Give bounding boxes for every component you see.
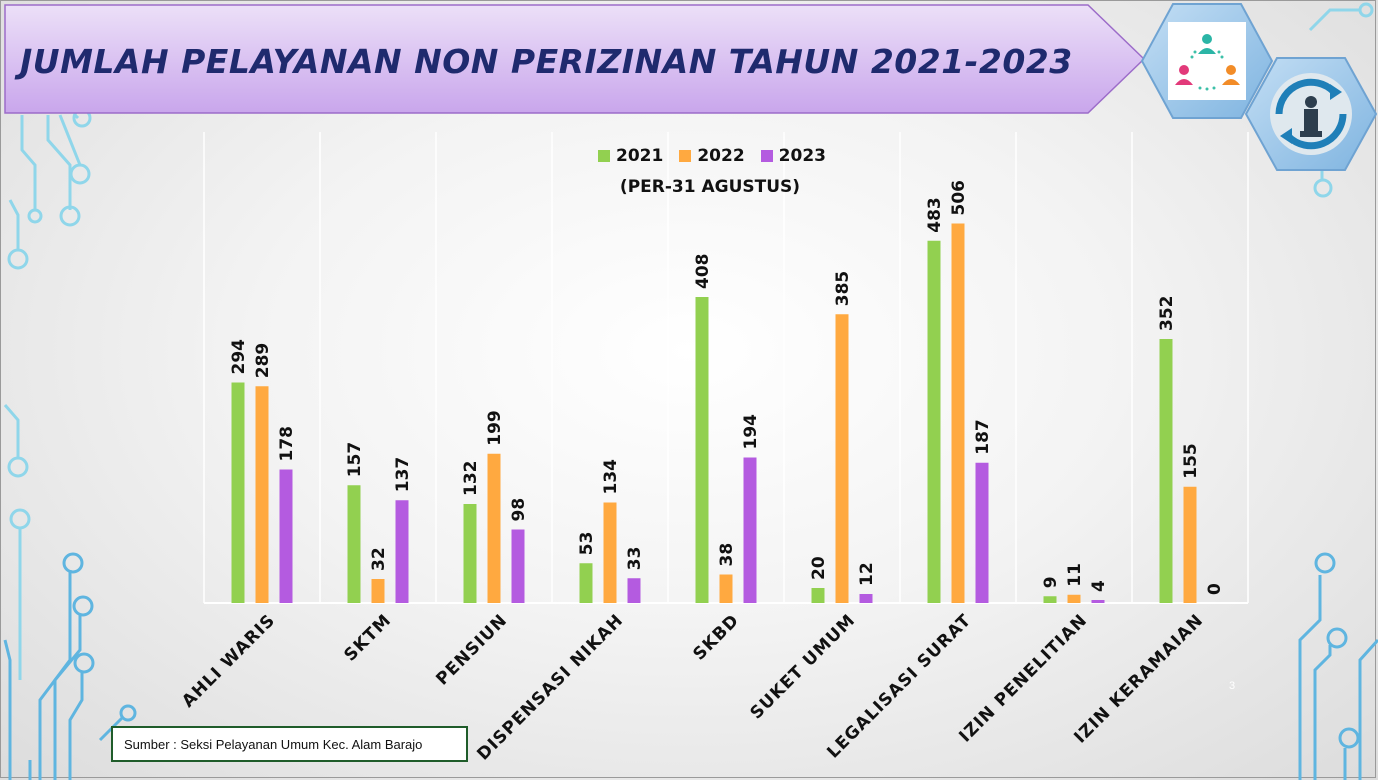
data-label-2021-1: 294 xyxy=(229,339,249,375)
bar-2023-8 xyxy=(1091,600,1105,603)
data-label-2022-3: 199 xyxy=(485,410,505,446)
bar-2023-3 xyxy=(511,529,525,603)
bar-2022-9 xyxy=(1183,486,1197,603)
data-label-2022-4: 134 xyxy=(601,459,621,495)
category-label-3: PENSIUN xyxy=(432,610,511,689)
bar-2021-9 xyxy=(1159,339,1173,603)
category-label-6: SUKET UMUM xyxy=(747,610,860,723)
data-label-2023-5: 194 xyxy=(741,414,761,450)
bar-2022-4 xyxy=(603,502,617,603)
bar-2023-5 xyxy=(743,457,757,603)
bar-2021-2 xyxy=(347,485,361,603)
bar-2023-1 xyxy=(279,469,293,603)
data-label-2021-8: 9 xyxy=(1041,576,1061,588)
data-label-2023-9: 0 xyxy=(1205,583,1225,595)
slide-title: JUMLAH PELAYANAN NON PERIZINAN TAHUN 202… xyxy=(20,42,1073,81)
data-label-2021-4: 53 xyxy=(577,532,597,556)
bar-2021-4 xyxy=(579,563,593,603)
bar-2022-5 xyxy=(719,574,733,603)
data-label-2023-8: 4 xyxy=(1089,580,1109,592)
legend-swatch-2022 xyxy=(679,150,692,162)
data-label-2022-6: 385 xyxy=(833,271,853,307)
category-label-5: SKBD xyxy=(689,610,743,664)
data-label-2021-5: 408 xyxy=(693,254,713,290)
data-label-2023-6: 12 xyxy=(857,562,877,586)
people-network-icon xyxy=(1140,3,1274,119)
data-label-2023-1: 178 xyxy=(277,426,297,462)
category-label-9: IZIN KERAMAIAN xyxy=(1070,610,1207,747)
bar-2022-7 xyxy=(951,223,965,603)
bar-2022-1 xyxy=(255,386,269,603)
data-label-2023-4: 33 xyxy=(625,547,645,571)
bar-2021-1 xyxy=(231,382,245,603)
bar-2022-8 xyxy=(1067,594,1081,603)
bar-2023-6 xyxy=(859,594,873,603)
category-label-8: IZIN PENELITIAN xyxy=(955,610,1091,746)
data-label-2023-7: 187 xyxy=(973,419,993,455)
bar-2021-3 xyxy=(463,504,477,603)
title-banner: JUMLAH PELAYANAN NON PERIZINAN TAHUN 202… xyxy=(4,4,1146,114)
bar-2023-4 xyxy=(627,578,641,603)
legend-label-2021: 2021 xyxy=(616,146,664,166)
legend-swatch-2023 xyxy=(760,150,773,162)
data-label-2022-7: 506 xyxy=(949,180,969,216)
bar-2021-5 xyxy=(695,297,709,603)
data-label-2021-6: 20 xyxy=(809,556,829,580)
bar-2023-7 xyxy=(975,462,989,603)
bar-2023-2 xyxy=(395,500,409,603)
legend-entry-2022: 2022 xyxy=(679,146,745,166)
bar-2022-3 xyxy=(487,453,501,603)
chart-legend: 2021 2022 2023 xyxy=(598,146,826,166)
bar-2022-6 xyxy=(835,314,849,603)
legend-swatch-2021 xyxy=(598,150,610,162)
data-label-2021-7: 483 xyxy=(925,197,945,233)
data-label-2021-3: 132 xyxy=(461,461,481,497)
legend-entry-2023: 2023 xyxy=(760,146,826,166)
category-label-1: AHLI WARIS xyxy=(178,610,279,711)
legend-label-2022: 2022 xyxy=(697,146,745,166)
data-label-2023-3: 98 xyxy=(509,498,529,522)
data-label-2022-1: 289 xyxy=(253,343,273,379)
data-label-2022-9: 155 xyxy=(1181,443,1201,479)
bar-2021-6 xyxy=(811,588,825,603)
source-note: Sumber : Seksi Pelayanan Umum Kec. Alam … xyxy=(111,726,468,762)
data-label-2022-5: 38 xyxy=(717,543,737,567)
chart-subtitle: (PER-31 AGUSTUS) xyxy=(619,177,801,197)
bar-2021-7 xyxy=(927,240,941,603)
legend-entry-2021: 2021 xyxy=(598,146,663,166)
data-label-2022-8: 11 xyxy=(1065,563,1085,587)
legend-label-2023: 2023 xyxy=(778,146,826,166)
data-label-2021-9: 352 xyxy=(1157,296,1177,332)
businessman-cycle-icon xyxy=(1244,57,1378,171)
data-label-2022-2: 32 xyxy=(369,547,389,571)
data-label-2023-2: 137 xyxy=(393,457,413,493)
data-label-2021-2: 157 xyxy=(345,442,365,478)
page-number: 3 xyxy=(1229,680,1236,692)
category-label-2: SKTM xyxy=(340,610,395,665)
bar-2022-2 xyxy=(371,579,385,603)
bar-2021-8 xyxy=(1043,596,1057,603)
